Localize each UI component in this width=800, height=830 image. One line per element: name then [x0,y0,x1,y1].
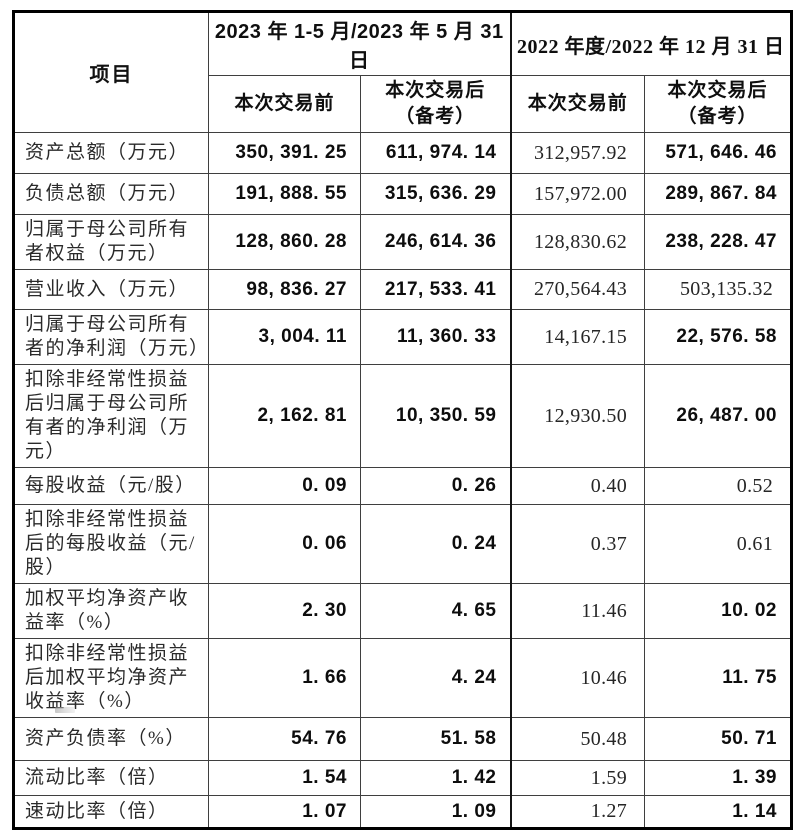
value-2023-after: 0. 26 [360,467,511,505]
value-2023-after: 51. 58 [360,717,511,761]
document-page: 项目 2023 年 1-5 月/2023 年 5 月 31 日 2022 年度/… [12,10,793,830]
value-2022-before: 50.48 [509,717,645,761]
value-2022-before: 12,930.50 [509,364,645,468]
value-2023-after: 1. 42 [360,760,511,796]
value-2022-after: 1. 39 [644,760,792,796]
value-2023-before: 1. 66 [208,638,361,718]
value-2022-before: 270,564.43 [509,269,645,310]
table-row: 扣除非经常性损益后加权平均净资产收益率（%） 1. 66 4. 24 10.46… [13,638,792,718]
value-2022-after: 11. 75 [644,638,792,718]
table-row: 流动比率（倍） 1. 54 1. 42 1.59 1. 39 [13,760,792,796]
table-row: 负债总额（万元） 191, 888. 55 315, 636. 29 157,9… [13,173,792,215]
value-2022-after: 503,135.32 [644,269,792,310]
value-2022-before: 157,972.00 [509,173,645,215]
table-row: 归属于母公司所有者的净利润（万元） 3, 004. 11 11, 360. 33… [13,309,792,365]
value-2023-before: 0. 09 [208,467,361,505]
table-row: 加权平均净资产收益率（%） 2. 30 4. 65 11.46 10. 02 [13,583,792,639]
row-label: 流动比率（倍） [13,760,209,796]
col-2023-after-line2: （备考） [395,106,476,127]
table-row: 速动比率（倍） 1. 07 1. 09 1.27 1. 14 [13,795,792,829]
table-row: 每股收益（元/股） 0. 09 0. 26 0.40 0.52 [13,467,792,505]
header-period-row: 项目 2023 年 1-5 月/2023 年 5 月 31 日 2022 年度/… [13,11,792,133]
row-label: 每股收益（元/股） [13,467,209,505]
col-2023-after-header: 本次交易后 （备考） [360,75,511,133]
cut-off-text-artifact [55,707,75,713]
value-2022-after: 238, 228. 47 [644,214,792,270]
value-2022-before: 1.27 [509,795,645,829]
value-2023-after: 4. 65 [360,583,511,639]
value-2023-after: 246, 614. 36 [360,214,511,270]
value-2022-before: 14,167.15 [509,309,645,365]
table-row: 归属于母公司所有者权益（万元） 128, 860. 28 246, 614. 3… [13,214,792,270]
value-2023-before: 0. 06 [208,504,361,584]
value-2023-before: 2, 162. 81 [208,364,361,468]
row-label: 加权平均净资产收益率（%） [13,583,209,639]
value-2022-before: 128,830.62 [509,214,645,270]
row-label: 归属于母公司所有者的净利润（万元） [13,309,209,365]
value-2023-before: 1. 54 [208,760,361,796]
col-2022-before-header: 本次交易前 [509,75,645,133]
value-2022-before: 1.59 [509,760,645,796]
value-2022-before: 11.46 [509,583,645,639]
value-2022-after: 289, 867. 84 [644,173,792,215]
row-label: 负债总额（万元） [13,173,209,215]
value-2023-before: 2. 30 [208,583,361,639]
value-2023-after: 11, 360. 33 [360,309,511,365]
value-2022-before: 10.46 [509,638,645,718]
row-label: 资产总额（万元） [13,132,209,174]
value-2022-after: 1. 14 [644,795,792,829]
period-2023-header: 2023 年 1-5 月/2023 年 5 月 31 日 [208,11,511,76]
table-row: 资产负债率（%） 54. 76 51. 58 50.48 50. 71 [13,717,792,761]
value-2023-after: 4. 24 [360,638,511,718]
value-2022-before: 312,957.92 [509,132,645,174]
value-2022-after: 26, 487. 00 [644,364,792,468]
value-2022-before: 0.40 [509,467,645,505]
value-2023-after: 611, 974. 14 [360,132,511,174]
value-2022-after: 0.52 [644,467,792,505]
table-row: 扣除非经常性损益后归属于母公司所有者的净利润（万元） 2, 162. 81 10… [13,364,792,468]
col-2022-after-line2: （备考） [677,106,758,127]
value-2022-before: 0.37 [509,504,645,584]
table-row: 营业收入（万元） 98, 836. 27 217, 533. 41 270,56… [13,269,792,310]
value-2023-before: 350, 391. 25 [208,132,361,174]
value-2022-after: 22, 576. 58 [644,309,792,365]
value-2023-after: 10, 350. 59 [360,364,511,468]
table-header: 项目 2023 年 1-5 月/2023 年 5 月 31 日 2022 年度/… [13,11,792,133]
value-2023-before: 191, 888. 55 [208,173,361,215]
value-2023-before: 3, 004. 11 [208,309,361,365]
table-row: 扣除非经常性损益后的每股收益（元/股） 0. 06 0. 24 0.37 0.6… [13,504,792,584]
table-row: 资产总额（万元） 350, 391. 25 611, 974. 14 312,9… [13,132,792,174]
value-2023-after: 0. 24 [360,504,511,584]
value-2023-before: 98, 836. 27 [208,269,361,310]
value-2022-after: 50. 71 [644,717,792,761]
col-2023-before-header: 本次交易前 [208,75,361,133]
header-subcolumn-row: 本次交易前 本次交易后 （备考） 本次交易前 本次交易后 （备考） [14,75,792,133]
value-2022-after: 0.61 [644,504,792,584]
financial-comparison-table: 项目 2023 年 1-5 月/2023 年 5 月 31 日 2022 年度/… [12,10,793,830]
value-2023-after: 1. 09 [360,795,511,829]
row-label: 资产负债率（%） [13,717,209,761]
row-label: 扣除非经常性损益后加权平均净资产收益率（%） [13,638,209,718]
value-2023-before: 128, 860. 28 [208,214,361,270]
row-label: 扣除非经常性损益后的每股收益（元/股） [13,504,209,584]
period-2022-header: 2022 年度/2022 年 12 月 31 日 [509,11,792,76]
value-2023-before: 54. 76 [208,717,361,761]
col-2022-after-line1: 本次交易后 [667,80,768,101]
item-column-header: 项目 [13,11,209,133]
col-2023-after-line1: 本次交易后 [385,80,486,101]
col-2022-after-header: 本次交易后 （备考） [644,75,792,133]
row-label: 营业收入（万元） [13,269,209,310]
value-2023-before: 1. 07 [208,795,361,829]
row-label: 速动比率（倍） [13,795,209,829]
table-body: 资产总额（万元） 350, 391. 25 611, 974. 14 312,9… [13,132,792,829]
value-2023-after: 217, 533. 41 [360,269,511,310]
value-2022-after: 10. 02 [644,583,792,639]
row-label: 归属于母公司所有者权益（万元） [13,214,209,270]
value-2022-after: 571, 646. 46 [644,132,792,174]
row-label: 扣除非经常性损益后归属于母公司所有者的净利润（万元） [13,364,209,468]
value-2023-after: 315, 636. 29 [360,173,511,215]
